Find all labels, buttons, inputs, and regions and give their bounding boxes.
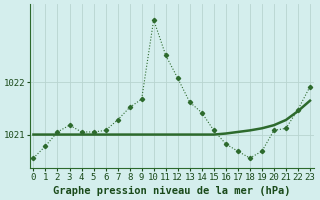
X-axis label: Graphe pression niveau de la mer (hPa): Graphe pression niveau de la mer (hPa) xyxy=(53,186,291,196)
